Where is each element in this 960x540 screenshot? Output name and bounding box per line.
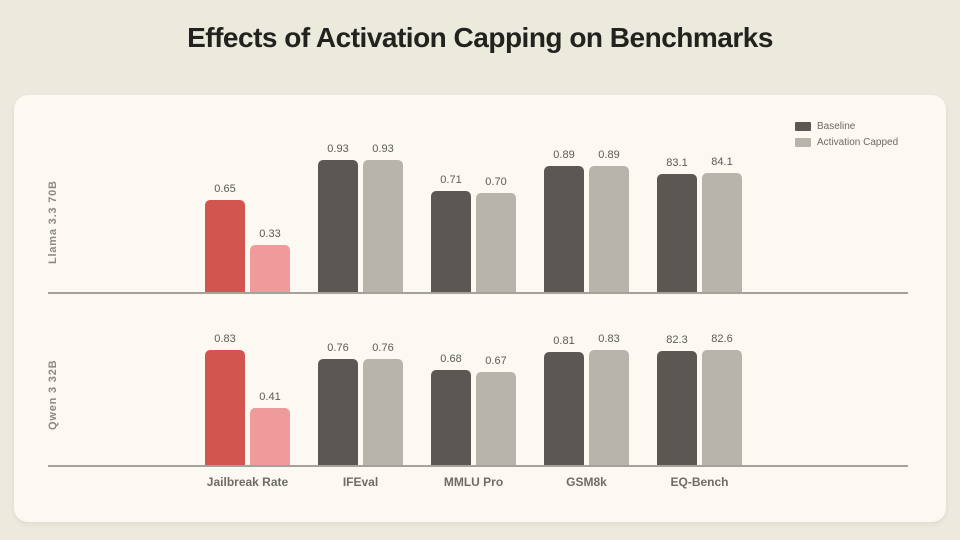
bar-value-label: 0.89 [553,149,575,161]
legend-label: Baseline [817,121,856,132]
bar-activation-capped: 0.89 [589,149,629,292]
bar-value-label: 0.41 [259,391,281,403]
bar-value-label: 0.83 [214,333,236,345]
bar-value-label: 0.93 [327,143,349,155]
bar-baseline: 0.76 [318,342,358,465]
legend-item-baseline: Baseline [795,121,898,132]
bar-value-label: 0.89 [598,149,620,161]
bar-baseline: 83.1 [657,157,697,292]
category-label-ifeval: IFEval [342,475,379,489]
page-title: Effects of Activation Capping on Benchma… [187,22,773,53]
bar-activation-capped: 0.67 [476,355,516,465]
category-axis: Jailbreak Rate IFEval MMLU Pro GSM8k EQ-Benc… [48,475,908,495]
bar-value-label: 0.33 [259,228,281,240]
bar-value-label: 84.1 [711,156,733,168]
category-label-mmlu-pro: MMLU Pro [443,475,504,489]
bar-value-label: 82.3 [666,334,688,346]
bar-activation-capped: 84.1 [702,156,742,292]
bar-value-label: 0.70 [485,176,507,188]
chart-legend: Baseline Activation Capped [795,121,898,148]
bar-value-label: 0.68 [440,353,462,365]
legend-item-activation-capped: Activation Capped [795,137,898,148]
bar-value-label: 0.67 [485,355,507,367]
bar-value-label: 0.65 [214,183,236,195]
bar-activation-capped: 0.70 [476,176,516,292]
category-label-jailbreak-rate: Jailbreak Rate [206,475,289,489]
legend-swatch-activation-capped [795,138,811,147]
bar-activation-capped: 0.76 [363,342,403,465]
bar-activation-capped: 0.93 [363,143,403,292]
bar-value-label: 0.71 [440,174,462,186]
bar-baseline: 0.93 [318,143,358,292]
bar-baseline: 0.81 [544,335,584,465]
bar-value-label: 0.93 [372,143,394,155]
bar-value-label: 82.6 [711,333,733,345]
bar-plot-llama: 0.65 0.33 0.93 0.93 0.71 0.70 0.89 0.89 83.1 84.1 [48,122,908,294]
chart-card: Baseline Activation Capped Llama 3.3 70B… [14,95,946,522]
bar-value-label: 0.81 [553,335,575,347]
bar-baseline: 0.71 [431,174,471,292]
bar-baseline: 82.3 [657,334,697,465]
bar-value-label: 0.76 [372,342,394,354]
bar-activation-capped: 0.41 [250,391,290,465]
bar-value-label: 0.83 [598,333,620,345]
category-label-gsm8k: GSM8k [566,475,607,489]
bar-value-label: 83.1 [666,157,688,169]
bar-baseline: 0.89 [544,149,584,292]
bar-baseline: 0.65 [205,183,245,292]
bar-activation-capped: 0.83 [589,333,629,465]
legend-label: Activation Capped [817,137,899,148]
bar-baseline: 0.83 [205,333,245,465]
bar-activation-capped: 82.6 [702,333,742,465]
category-label-eq-bench: EQ-Bench [670,475,729,489]
legend-swatch-baseline [795,122,811,131]
bar-value-label: 0.76 [327,342,349,354]
bar-baseline: 0.68 [431,353,471,465]
bar-plot-qwen: 0.83 0.41 0.76 0.76 0.68 0.67 0.81 0.83 82.3 82.6 [48,295,908,467]
bar-activation-capped: 0.33 [250,228,290,292]
